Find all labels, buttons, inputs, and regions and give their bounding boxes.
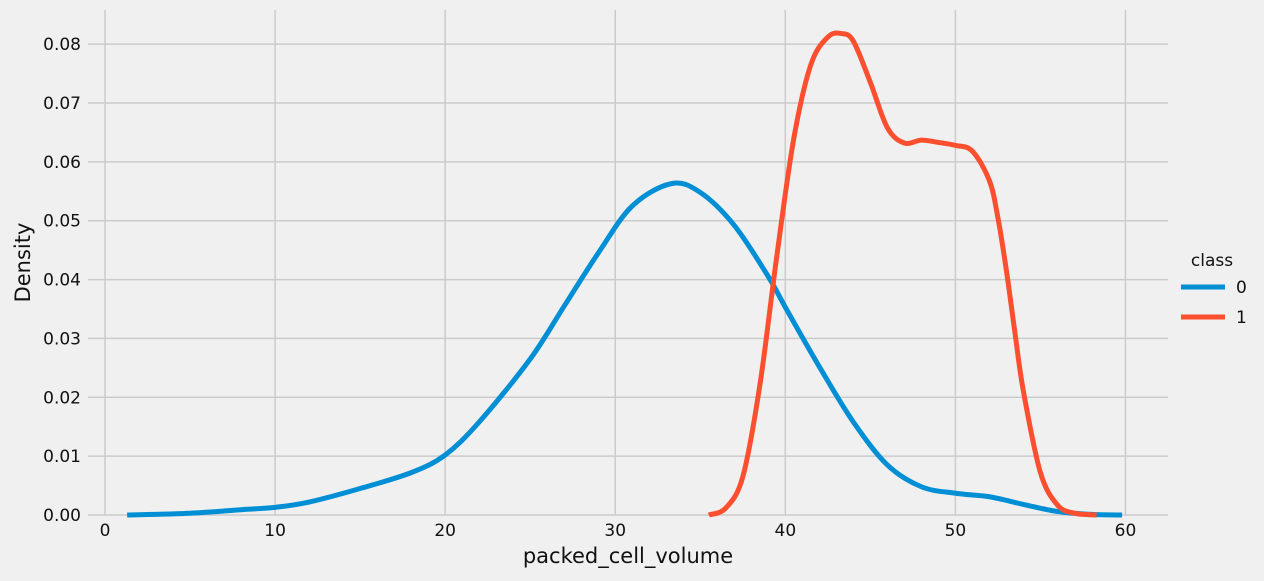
y-tick-label: 0.07 xyxy=(43,94,81,114)
x-tick-label: 10 xyxy=(264,521,286,541)
x-tick-label: 40 xyxy=(775,521,797,541)
x-tick-label: 20 xyxy=(434,521,456,541)
legend-title: class xyxy=(1191,251,1233,271)
tick-labels: 0 10 20 30 40 50 60 0.00 0.01 0.02 0.03 0.04 0.05 0.0… xyxy=(43,35,1136,541)
y-tick-label: 0.00 xyxy=(43,506,81,526)
grid xyxy=(88,10,1168,516)
y-axis-title: Density xyxy=(11,223,35,303)
series-line-class-0 xyxy=(127,180,1123,518)
y-tick-label: 0.04 xyxy=(43,271,81,291)
x-tick-label: 50 xyxy=(945,521,967,541)
series-layer xyxy=(127,30,1123,518)
series-line-class-1 xyxy=(707,30,1097,518)
x-tick-label: 30 xyxy=(604,521,626,541)
y-tick-label: 0.05 xyxy=(43,212,81,232)
y-tick-label: 0.02 xyxy=(43,388,81,408)
legend-label-class-0: 0 xyxy=(1236,278,1247,298)
legend-label-class-1: 1 xyxy=(1236,308,1247,328)
legend: class 0 1 xyxy=(1181,251,1247,328)
x-tick-label: 60 xyxy=(1115,521,1137,541)
x-tick-label: 0 xyxy=(100,521,111,541)
y-tick-label: 0.08 xyxy=(43,35,81,55)
y-tick-label: 0.01 xyxy=(43,447,81,467)
y-tick-label: 0.06 xyxy=(43,153,81,173)
y-tick-label: 0.03 xyxy=(43,329,81,349)
x-axis-title: packed_cell_volume xyxy=(523,544,733,569)
